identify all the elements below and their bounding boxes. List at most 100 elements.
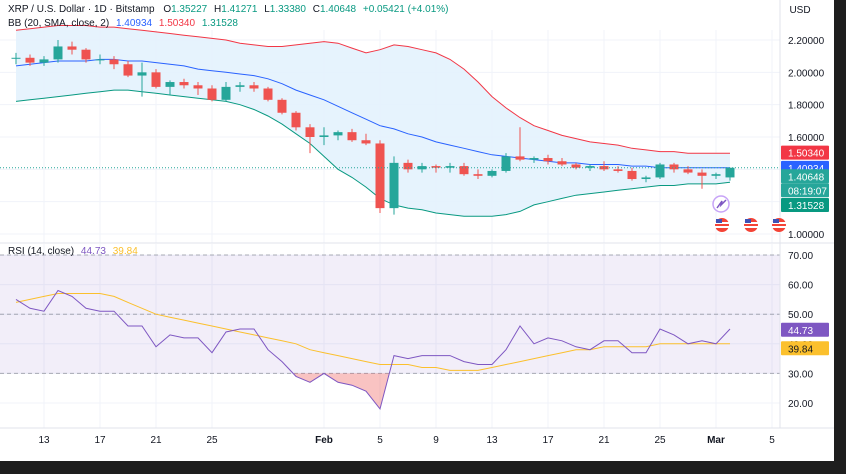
candle[interactable]	[571, 162, 581, 170]
ohlc-low-value: 1.33380	[270, 4, 307, 15]
candle[interactable]	[389, 156, 399, 215]
candle[interactable]	[501, 153, 511, 173]
candle[interactable]	[375, 140, 385, 213]
candle-body	[221, 86, 231, 100]
candle[interactable]	[347, 128, 357, 142]
candle-body	[459, 166, 469, 175]
candle[interactable]	[613, 166, 623, 173]
candle[interactable]	[487, 169, 497, 178]
candle[interactable]	[305, 124, 315, 154]
candle[interactable]	[641, 175, 651, 183]
candle[interactable]	[655, 162, 665, 180]
candle[interactable]	[165, 80, 175, 95]
price-tick-label: 1.00000	[788, 230, 825, 241]
candle[interactable]	[291, 111, 301, 131]
bb-legend[interactable]: BB (20, SMA, close, 2) 1.40934 1.50340 1…	[8, 18, 238, 29]
time-axis[interactable]: 13 17 21 25 Feb 5 9 13 17 21 25 Mar 5	[38, 435, 775, 446]
candle[interactable]	[221, 82, 231, 102]
rsi-label-ma: 39.84	[781, 341, 829, 356]
price-tick-label: 1.60000	[788, 133, 825, 144]
rsi-legend-ma: 39.84	[113, 246, 138, 257]
candle-body	[137, 72, 147, 76]
candle-body	[641, 177, 651, 180]
candle[interactable]	[109, 56, 119, 70]
price-label-box	[781, 169, 829, 184]
candle[interactable]	[207, 85, 217, 102]
us-flag-icon[interactable]	[744, 218, 758, 232]
us-flag-icon[interactable]	[715, 218, 729, 232]
time-tick-label: Mar	[707, 435, 725, 446]
candle-body	[445, 166, 455, 168]
candle[interactable]	[263, 86, 273, 102]
ohlc-close-value: 1.40648	[320, 4, 357, 15]
candle-body	[39, 59, 49, 63]
candle[interactable]	[53, 40, 63, 63]
currency-box[interactable]	[781, 0, 829, 20]
candle[interactable]	[151, 69, 161, 89]
price-tick-label: 2.20000	[788, 36, 825, 47]
candle[interactable]	[137, 62, 147, 97]
candle[interactable]	[193, 82, 203, 95]
candle-body	[375, 143, 385, 209]
candle[interactable]	[67, 41, 77, 55]
candle[interactable]	[459, 162, 469, 176]
us-flag-icon[interactable]	[772, 218, 786, 232]
candle[interactable]	[277, 98, 287, 115]
candle[interactable]	[515, 127, 525, 162]
price-tick-label: 1.80000	[788, 101, 825, 112]
candle[interactable]	[11, 52, 21, 65]
candle[interactable]	[403, 159, 413, 173]
currency-label[interactable]: USD	[789, 5, 810, 16]
time-tick-label: 13	[38, 435, 50, 446]
candle[interactable]	[249, 82, 259, 92]
candle[interactable]	[711, 172, 721, 180]
price-label-upper: 1.50340	[781, 145, 829, 160]
rsi-tick-label: 60.00	[788, 281, 813, 292]
candle[interactable]	[235, 82, 245, 92]
rsi-legend-label: RSI (14, close)	[8, 246, 74, 257]
candle[interactable]	[725, 167, 735, 181]
candle-body	[277, 99, 287, 113]
candle-body	[95, 59, 105, 61]
symbol-title[interactable]: XRP / U.S. Dollar · 1D · Bitstamp	[8, 4, 155, 15]
candle[interactable]	[529, 156, 539, 163]
candle[interactable]	[585, 164, 595, 171]
candle[interactable]	[669, 162, 679, 173]
rsi-tick-label: 20.00	[788, 399, 813, 410]
candle-body	[81, 49, 91, 60]
candle-body	[193, 85, 203, 89]
candle[interactable]	[431, 164, 441, 173]
candle[interactable]	[697, 169, 707, 189]
candle[interactable]	[25, 54, 35, 66]
rsi-legend[interactable]: RSI (14, close) 44.73 39.84	[8, 246, 138, 257]
rsi-pane	[0, 254, 780, 410]
candle[interactable]	[39, 56, 49, 66]
candle[interactable]	[123, 61, 133, 78]
candle[interactable]	[179, 78, 189, 89]
bb-upper-line	[15, 25, 730, 154]
candle-body	[627, 170, 637, 180]
price-label-text: 1.40648	[788, 172, 825, 183]
bb-band-fill	[16, 25, 730, 217]
candle[interactable]	[319, 127, 329, 146]
event-markers[interactable]	[712, 195, 786, 232]
header-legend: XRP / U.S. Dollar · 1D · Bitstamp O1.352…	[8, 4, 449, 15]
candle-body	[613, 169, 623, 171]
candle-body	[697, 172, 707, 176]
currency-selector[interactable]: USD	[781, 0, 829, 20]
candle[interactable]	[557, 158, 567, 167]
candle[interactable]	[361, 133, 371, 146]
candle[interactable]	[81, 48, 91, 63]
bb-basis-line	[15, 58, 730, 169]
candle[interactable]	[95, 54, 105, 65]
ohlc-high-key: H	[214, 4, 221, 15]
candle-body	[403, 162, 413, 170]
time-tick-label: 17	[542, 435, 554, 446]
candle[interactable]	[627, 167, 637, 181]
candle[interactable]	[473, 169, 483, 180]
candle[interactable]	[543, 154, 553, 165]
candle[interactable]	[333, 130, 343, 141]
candle[interactable]	[417, 162, 427, 173]
rsi-legend-value: 44.73	[81, 246, 106, 257]
